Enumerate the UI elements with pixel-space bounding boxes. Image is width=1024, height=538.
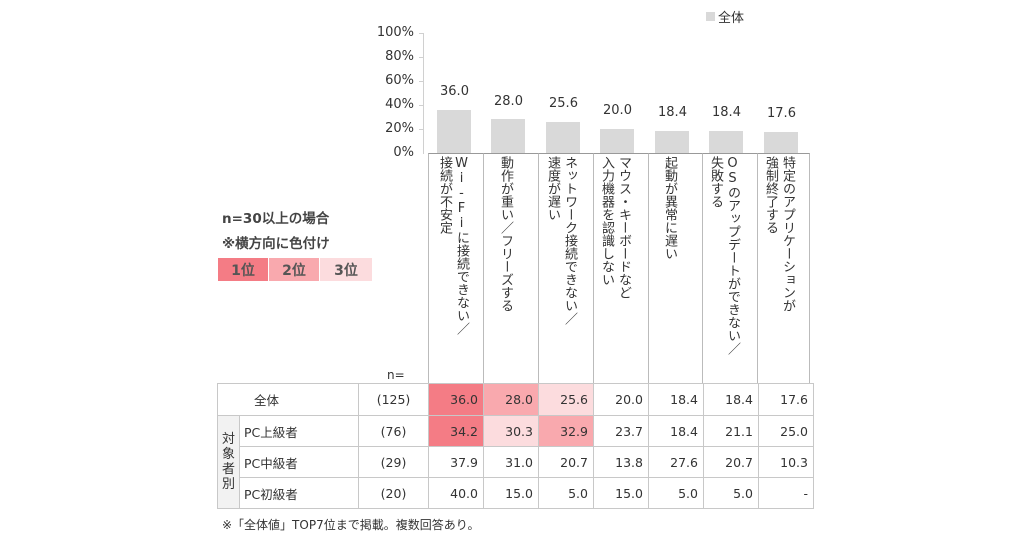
data-table: 全体 (125) 36.0 28.0 25.6 20.0 18.4 18.4 1… [217,383,814,509]
y-tick: 40% [385,97,414,112]
row-label: PC初級者 [239,477,359,509]
cell: 15.0 [593,477,649,509]
cell: 28.0 [483,383,539,416]
cell: 25.6 [538,383,594,416]
cell: 40.0 [428,477,484,509]
rank1-legend: 1位 [218,258,268,281]
bar-5 [709,131,743,153]
cell: 15.0 [483,477,539,509]
table-row: 対 象 者 別 PC上級者 (76) 34.2 30.3 32.9 23.7 1… [217,415,814,509]
cell: 36.0 [428,383,484,416]
cell: 37.9 [428,446,484,478]
y-axis [423,33,424,154]
group-label: 対 象 者 別 [217,415,240,509]
bar-0 [437,110,471,153]
bar-value: 18.4 [658,105,687,120]
row-n: (125) [358,383,429,416]
row-label: PC上級者 [239,415,359,447]
cell: 5.0 [703,477,759,509]
cell: 18.4 [648,383,704,416]
row-n: (20) [358,477,429,509]
category-label: マウス・キーボードなど [616,156,631,299]
category-label: 入力機器を認識しない [599,156,614,286]
cell: 10.3 [758,446,814,478]
cell: 5.0 [648,477,704,509]
category-label: 動作が重い／フリーズする [498,156,513,312]
y-tick: 60% [385,73,414,88]
bar-1 [491,119,525,153]
cell: 18.4 [703,383,759,416]
row-n: (29) [358,446,429,478]
bar-value: 25.6 [549,96,578,111]
category-label: 速度が遅い [545,156,560,221]
category-label: 特定のアプリケーションが [780,156,795,312]
rank3-legend: 3位 [320,258,372,281]
bar-value: 18.4 [712,105,741,120]
category-label: 起動が異常に遅い [662,156,677,260]
bar-4 [655,131,689,153]
n-header: n= [387,368,405,382]
table-row: PC中級者 (29) 37.9 31.0 20.7 13.8 27.6 20.7… [218,446,814,478]
category-cell [428,153,483,383]
cell: 13.8 [593,446,649,478]
cell: 27.6 [648,446,704,478]
category-cell [538,153,593,383]
y-tick: 0% [393,145,414,160]
legend-label: 全体 [718,11,745,26]
category-label: ネットワーク接続できない／ [562,156,577,325]
bar-value: 36.0 [440,84,469,99]
y-tick-mark [419,33,423,34]
bar-value: 20.0 [603,103,632,118]
bar-value: 28.0 [494,94,523,109]
y-tick-mark [419,81,423,82]
category-cell [483,153,538,383]
row-n: (76) [358,415,429,447]
y-tick-mark [419,129,423,130]
y-tick-mark [419,105,423,106]
row-label: PC中級者 [239,446,359,478]
cell: 17.6 [758,383,814,416]
table-row: 全体 (125) 36.0 28.0 25.6 20.0 18.4 18.4 1… [217,383,814,416]
cell: - [758,477,814,509]
cell: 20.0 [593,383,649,416]
category-cell [702,153,757,383]
condition-note: n=30以上の場合 [222,211,330,227]
cell: 18.4 [648,415,704,447]
cell: 5.0 [538,477,594,509]
bar-value: 17.6 [767,106,796,121]
cell: 20.7 [703,446,759,478]
cell: 20.7 [538,446,594,478]
row-label: 全体 [217,383,359,416]
rank2-legend: 2位 [269,258,319,281]
cell: 21.1 [703,415,759,447]
category-label: 強制終了する [763,156,778,234]
cell: 30.3 [483,415,539,447]
category-label: Wi-Fiに接続できない／ [454,156,469,335]
category-cell [648,153,702,383]
footnote: ※「全体値」TOP7位まで掲載。複数回答あり。 [222,518,480,532]
category-label: 失敗する [708,156,723,208]
table-row: PC初級者 (20) 40.0 15.0 5.0 15.0 5.0 5.0 - [218,477,814,509]
category-label: 接続が不安定 [437,156,452,234]
legend-swatch [706,12,715,21]
y-tick: 80% [385,49,414,64]
chart-legend: 全体 [706,7,744,26]
cell: 32.9 [538,415,594,447]
category-cell [757,153,810,383]
category-label: OSのアップデートができない／ [725,156,740,355]
y-tick: 100% [376,25,414,40]
y-tick: 20% [385,121,414,136]
bar-6 [764,132,798,153]
y-tick-mark [419,57,423,58]
cell: 23.7 [593,415,649,447]
category-cell [593,153,648,383]
cell: 34.2 [428,415,484,447]
bar-2 [546,122,580,153]
cell: 25.0 [758,415,814,447]
coloring-note: ※横方向に色付け [222,236,330,252]
cell: 31.0 [483,446,539,478]
bar-3 [600,129,634,153]
